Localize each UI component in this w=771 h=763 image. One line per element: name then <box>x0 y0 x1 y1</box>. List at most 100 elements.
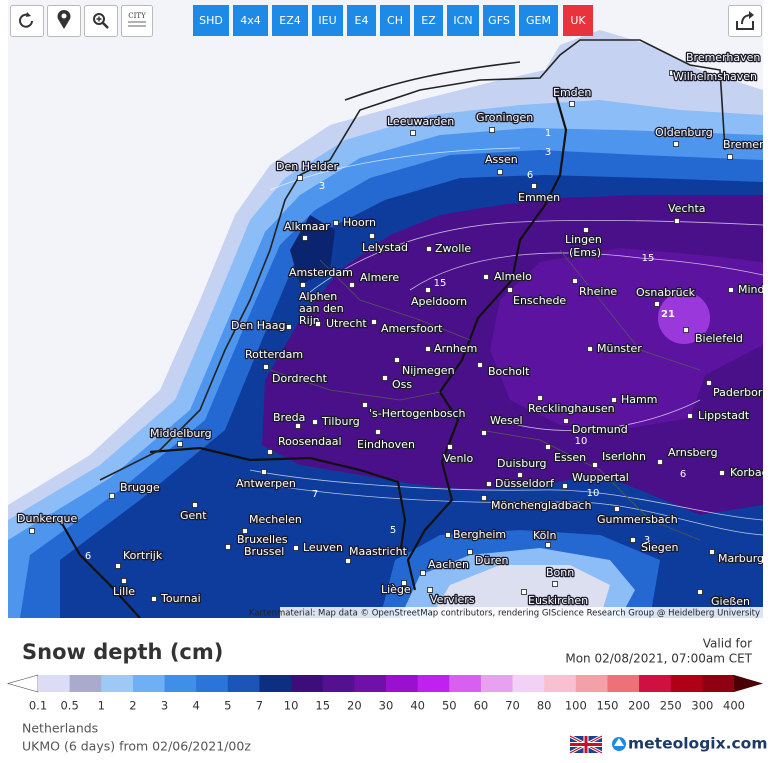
zoom-button[interactable] <box>84 5 118 37</box>
share-button[interactable] <box>728 5 762 37</box>
city-label: Bergheim <box>453 528 506 541</box>
scale-cell <box>639 675 672 692</box>
city-marker <box>709 549 715 555</box>
scale-cell <box>101 675 134 692</box>
city-label: Gummersbach <box>597 513 678 526</box>
city-marker <box>545 444 551 450</box>
model-button-label: ICN <box>453 14 472 27</box>
city-label: Leeuwarden <box>387 115 454 128</box>
scale-label: 100 <box>565 699 587 713</box>
contour-label: 6 <box>527 170 533 181</box>
scale-cell <box>291 675 324 692</box>
scale-label: 80 <box>537 699 552 713</box>
model-button[interactable]: IEU <box>312 5 343 36</box>
city-label: Emden <box>553 86 591 99</box>
city-marker <box>614 506 620 512</box>
city-marker <box>151 596 157 602</box>
city-marker <box>507 287 513 293</box>
model-button-bg <box>519 5 558 36</box>
scale-cell <box>449 675 482 692</box>
scale-cell <box>38 675 71 692</box>
city-marker <box>477 362 483 368</box>
reload-button[interactable] <box>10 5 44 37</box>
model-button-bg <box>380 5 410 36</box>
city-label: Kortrijk <box>123 549 163 562</box>
scale-label: 7 <box>256 699 263 713</box>
city-marker <box>349 282 355 288</box>
scale-label: 60 <box>474 699 489 713</box>
scale-cell <box>132 675 165 692</box>
city-label: Duisburg <box>497 457 547 470</box>
city-label: Hamm <box>621 393 657 406</box>
city-button[interactable]: CITY <box>121 5 153 37</box>
scale-cell <box>354 675 387 692</box>
city-label: Lingen <box>565 233 602 246</box>
city-label: Tilburg <box>321 415 360 428</box>
model-button[interactable]: 4x4 <box>233 5 268 36</box>
city-label: Enschede <box>513 294 566 307</box>
model-button-label: UK <box>570 14 586 27</box>
model-button[interactable]: EZ <box>414 5 443 36</box>
city-marker <box>521 589 527 595</box>
city-marker <box>489 127 495 133</box>
city-label: Rotterdam <box>245 348 303 361</box>
city-marker <box>362 402 368 408</box>
city-marker <box>263 364 269 370</box>
city-marker <box>587 346 593 352</box>
legend-title: Snow depth (cm) <box>22 640 223 664</box>
snow-band <box>290 215 335 285</box>
model-button[interactable]: GEM <box>519 5 558 36</box>
scale-cell <box>69 675 102 692</box>
city-label: Wuppertal <box>572 471 629 484</box>
model-button[interactable]: EZ4 <box>272 5 308 36</box>
model-button[interactable]: SHD <box>193 5 229 36</box>
city-marker <box>657 459 663 465</box>
city-label: Nijmegen <box>402 364 455 377</box>
scale-cell <box>196 675 229 692</box>
city-marker <box>497 169 503 175</box>
scale-label: 15 <box>315 699 330 713</box>
city-label: Apeldoorn <box>411 295 467 308</box>
city-label: 's-Hertogenbosch <box>369 407 466 420</box>
city-label: Dordrecht <box>272 372 328 385</box>
city-marker <box>611 397 617 403</box>
city-label: Lippstadt <box>698 409 750 422</box>
model-button[interactable]: CH <box>380 5 410 36</box>
scale-label: 1 <box>98 699 105 713</box>
city-marker <box>302 235 308 241</box>
city-label: Eindhoven <box>357 438 415 451</box>
brand-logo[interactable]: meteologix.com <box>612 735 767 753</box>
scale-cell <box>544 675 577 692</box>
city-label: Den Helder <box>276 160 339 173</box>
location-button[interactable] <box>47 5 81 37</box>
contour-label: 7 <box>312 489 318 500</box>
model-button-bg <box>347 5 376 36</box>
map[interactable]: Bremerhaven Wilhelmshaven Emden Leeuwarden G… <box>8 0 771 619</box>
city-marker <box>333 220 339 226</box>
city-marker <box>225 544 231 550</box>
city-marker <box>300 282 306 288</box>
city-label: Wilhelmshaven <box>673 70 757 83</box>
model-button[interactable]: E4 <box>347 5 376 36</box>
city-marker <box>420 570 426 576</box>
city-marker <box>267 449 273 455</box>
city-label: Maastricht <box>349 545 408 558</box>
city-label: Dunkerque <box>17 512 77 525</box>
model-button[interactable]: GFS <box>483 5 515 36</box>
city-marker <box>467 549 473 555</box>
contour-lines <box>239 147 763 536</box>
model-button[interactable]: UK <box>563 5 593 36</box>
city-label: Aachen <box>428 558 469 571</box>
scale-cell <box>512 675 545 692</box>
city-label: Bremerhaven <box>686 51 760 64</box>
model-button-label: GEM <box>526 14 551 27</box>
model-button-label: E4 <box>355 14 369 27</box>
city-label: Essen <box>554 451 586 464</box>
uk-flag <box>569 734 603 755</box>
city-marker <box>483 274 489 280</box>
toolbar: CITY SHD 4x4 EZ4 IEU E4 CH EZ ICN GFS GEM UK <box>10 5 762 37</box>
city-marker <box>719 470 725 476</box>
city-marker <box>562 483 568 489</box>
model-button[interactable]: ICN <box>447 5 479 36</box>
valid-time: Mon 02/08/2021, 07:00am CET <box>565 652 752 666</box>
